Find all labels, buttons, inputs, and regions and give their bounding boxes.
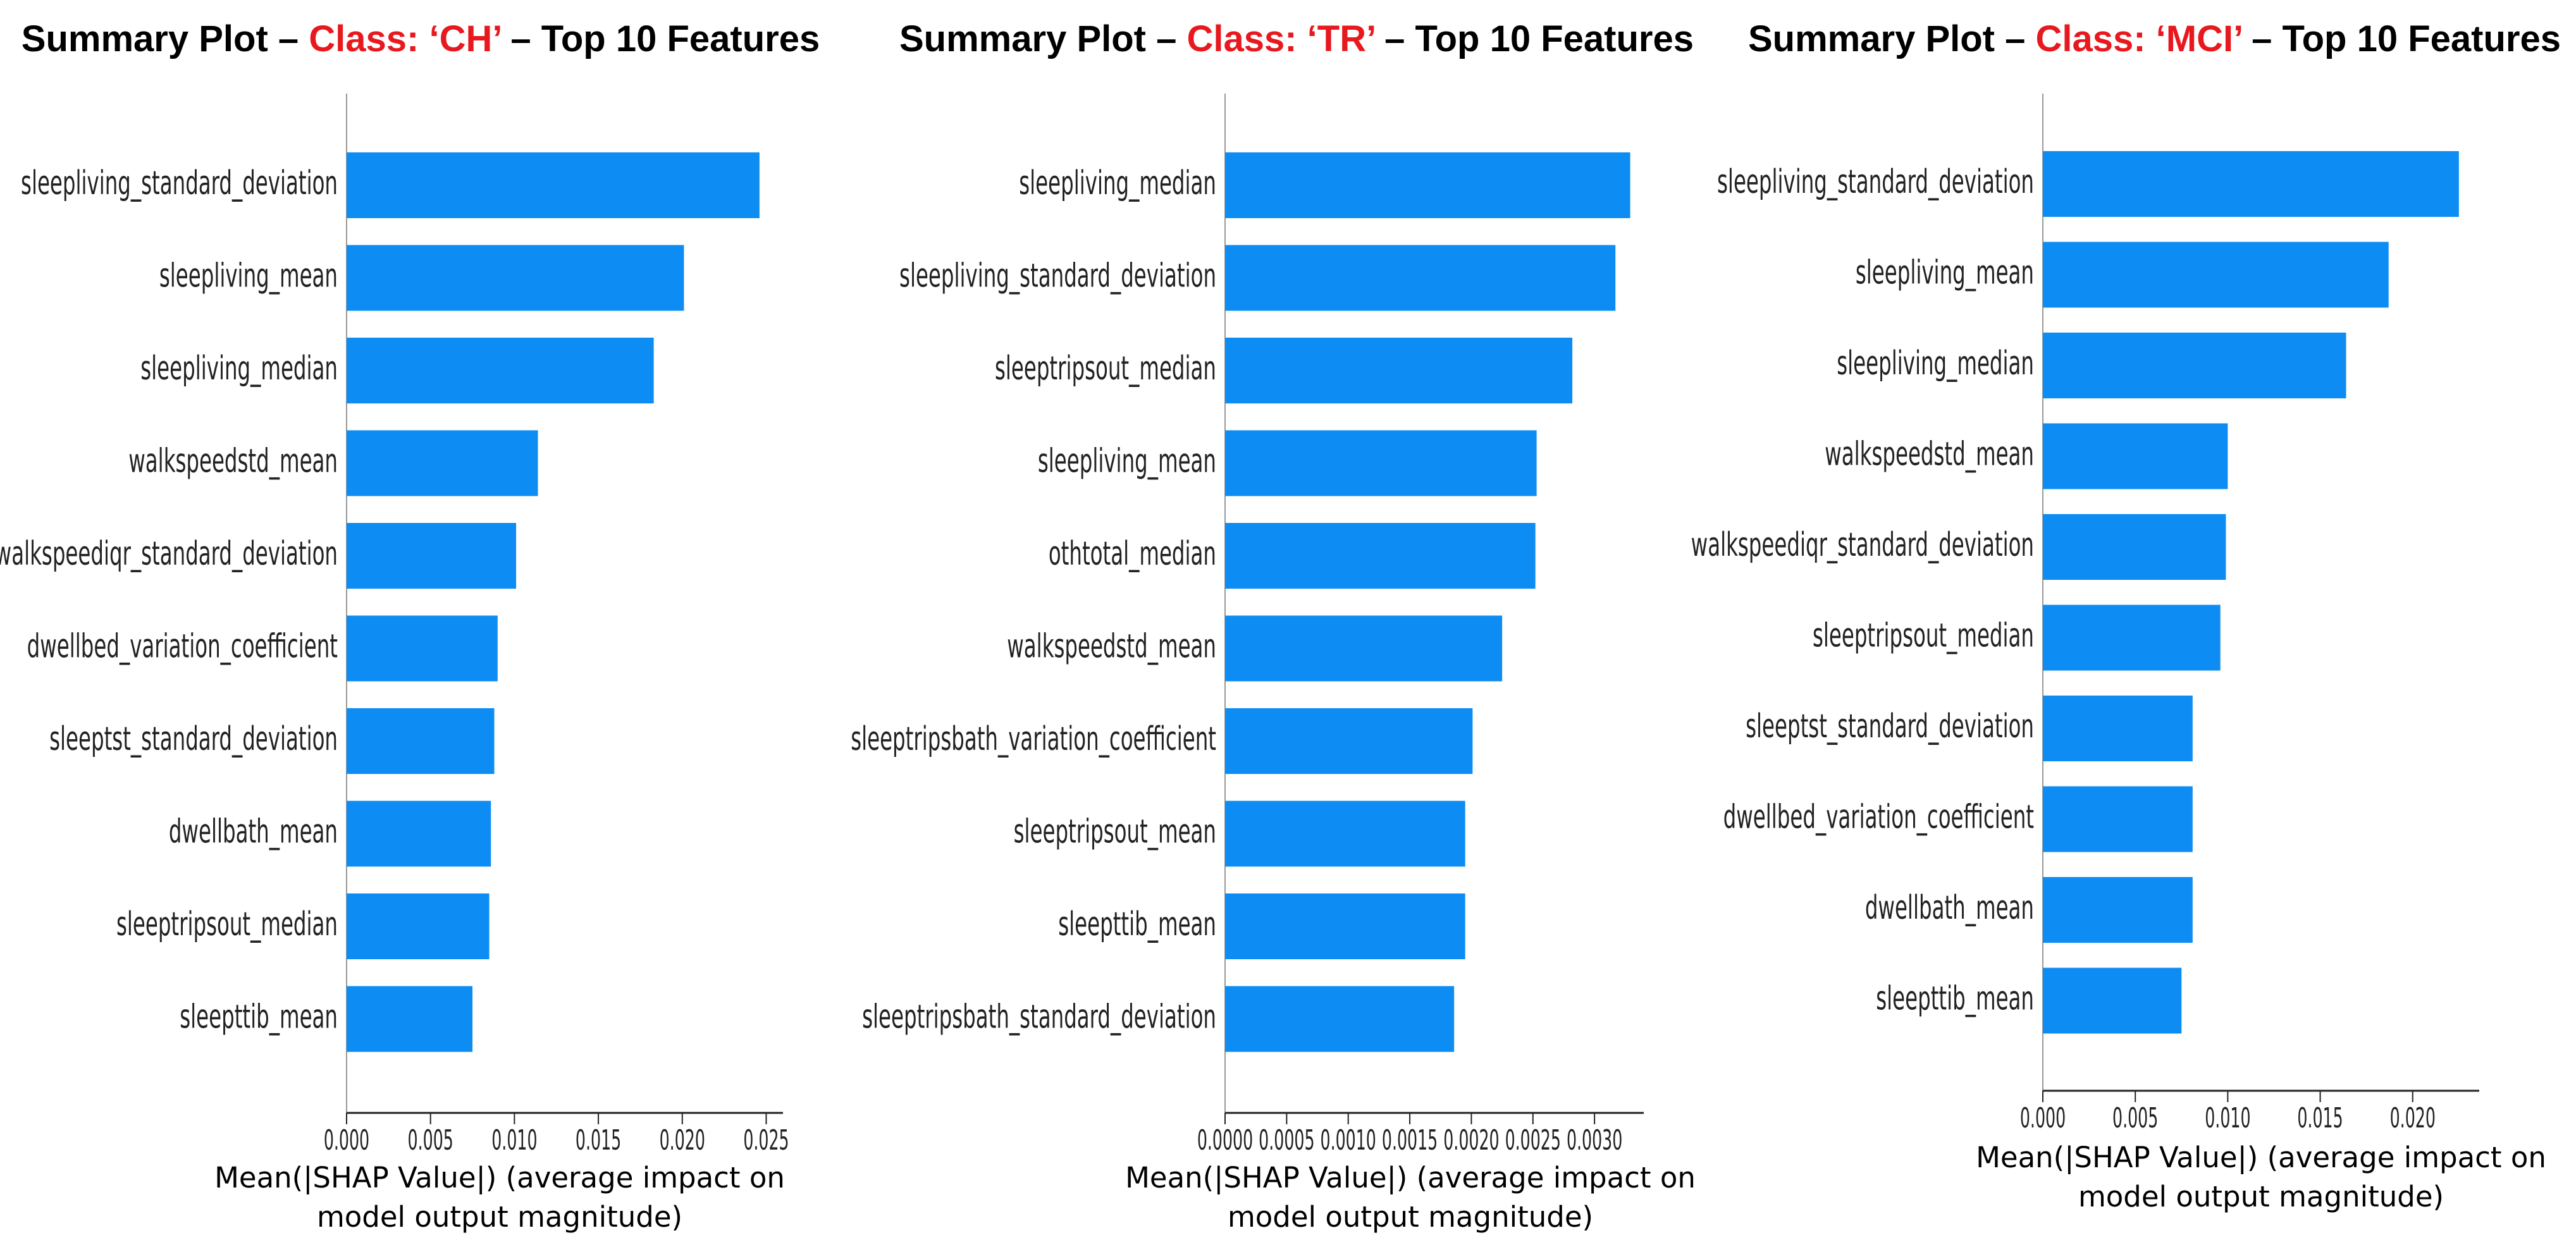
- bar: [347, 338, 654, 403]
- bar: [347, 523, 517, 589]
- bar: [1225, 523, 1536, 589]
- bar: [347, 801, 491, 867]
- bar: [1225, 893, 1465, 959]
- bar: [2043, 786, 2193, 852]
- x-tick-label: 0.005: [408, 1124, 453, 1157]
- x-tick-label: 0.025: [743, 1124, 789, 1157]
- x-axis-label: Mean(|SHAP Value|) (average impact on mo…: [1976, 1141, 2546, 1213]
- category-label: sleepliving_median: [140, 349, 338, 387]
- title-class: Class: ‘CH’: [309, 18, 501, 59]
- category-label: sleepliving_standard_deviation: [899, 257, 1216, 295]
- category-label: sleepttib_mean: [180, 998, 338, 1036]
- title-suffix: – Top 10 Features: [500, 18, 820, 59]
- x-tick-label: 0.0010: [1321, 1124, 1376, 1157]
- category-label: sleeptripsout_median: [995, 349, 1216, 387]
- x-tick-label: 0.0020: [1443, 1124, 1499, 1157]
- x-tick-label: 0.020: [660, 1124, 705, 1157]
- title-suffix: – Top 10 Features: [2241, 18, 2561, 59]
- bar: [347, 708, 495, 774]
- x-tick-label: 0.000: [2020, 1102, 2066, 1134]
- category-label: walkspeediqr_standard_deviation: [1691, 525, 2034, 563]
- title-class: Class: ‘TR’: [1186, 18, 1375, 59]
- category-label: sleepttib_mean: [1876, 979, 2034, 1017]
- bar: [2043, 696, 2193, 761]
- chart-title: Summary Plot – Class: ‘TR’ – Top 10 Feat…: [860, 18, 1733, 60]
- category-label: sleepliving_mean: [1856, 254, 2034, 292]
- chart-panel-tr: Summary Plot – Class: ‘TR’ – Top 10 Feat…: [851, 0, 1733, 1252]
- x-tick-label: 0.010: [2205, 1102, 2250, 1134]
- bar: [347, 893, 490, 959]
- bar: [347, 430, 538, 496]
- bar: [2043, 877, 2193, 943]
- category-label: sleepliving_median: [1019, 164, 1216, 202]
- title-class: Class: ‘MCI’: [2035, 18, 2242, 59]
- category-label: sleepttib_mean: [1058, 905, 1216, 943]
- chart-title: Summary Plot – Class: ‘CH’ – Top 10 Feat…: [0, 18, 841, 60]
- category-label: walkspeedstd_mean: [1825, 435, 2034, 473]
- x-tick-label: 0.0025: [1505, 1124, 1561, 1157]
- bar: [2043, 242, 2389, 308]
- category-label: walkspeedstd_mean: [128, 442, 338, 480]
- x-axis-label: Mean(|SHAP Value|) (average impact on mo…: [214, 1161, 785, 1234]
- x-tick-label: 0.0005: [1259, 1124, 1314, 1157]
- bar: [2043, 605, 2221, 671]
- x-tick-label: 0.0000: [1197, 1124, 1253, 1157]
- category-label: sleepliving_standard_deviation: [21, 164, 338, 202]
- x-tick-label: 0.005: [2112, 1102, 2158, 1134]
- bar: [347, 986, 473, 1052]
- bar-chart-tr: sleepliving_median sleepliving_standard_d…: [851, 94, 1644, 1157]
- x-tick-label: 0.020: [2390, 1102, 2436, 1134]
- bar-chart-mci: sleepliving_standard_deviation sleeplivin…: [1691, 94, 2479, 1134]
- category-label: sleepliving_mean: [159, 257, 338, 295]
- category-label: sleeptripsbath_variation_coefficient: [851, 720, 1216, 758]
- category-label: sleeptripsbath_standard_deviation: [862, 998, 1216, 1036]
- category-label: sleeptripsout_mean: [1014, 813, 1216, 850]
- category-label: dwellbed_variation_coefficient: [27, 627, 338, 665]
- x-tick-label: 0.0030: [1567, 1124, 1622, 1157]
- category-label: dwellbath_mean: [1865, 888, 2034, 926]
- category-label: sleeptripsout_median: [116, 905, 338, 943]
- bar: [2043, 423, 2228, 489]
- x-tick-label: 0.0015: [1382, 1124, 1438, 1157]
- bar: [1225, 152, 1630, 218]
- x-tick-label: 0.015: [576, 1124, 621, 1157]
- title-suffix: – Top 10 Features: [1374, 18, 1694, 59]
- category-label: sleepliving_median: [1837, 344, 2034, 382]
- bar: [347, 245, 684, 311]
- category-label: othtotal_median: [1049, 534, 1216, 572]
- bar: [347, 152, 760, 218]
- bar: [1225, 430, 1537, 496]
- category-label: walkspeedstd_mean: [1007, 627, 1216, 665]
- category-label: dwellbath_mean: [169, 813, 338, 850]
- bar: [1225, 986, 1455, 1052]
- bar-chart-ch: sleepliving_standard_deviation sleeplivin…: [0, 94, 789, 1157]
- bar: [1225, 338, 1573, 403]
- title-prefix: Summary Plot –: [21, 18, 309, 59]
- x-axis-label: Mean(|SHAP Value|) (average impact on mo…: [1125, 1161, 1696, 1234]
- x-tick-label: 0.000: [324, 1124, 369, 1157]
- title-prefix: Summary Plot –: [1747, 18, 2036, 59]
- bar: [2043, 333, 2346, 398]
- x-tick-label: 0.010: [491, 1124, 537, 1157]
- chart-panel-ch: Summary Plot – Class: ‘CH’ – Top 10 Feat…: [0, 0, 841, 1252]
- bar: [1225, 245, 1616, 311]
- chart-title: Summary Plot – Class: ‘MCI’ – Top 10 Fea…: [1733, 18, 2576, 60]
- category-label: dwellbed_variation_coefficient: [1723, 798, 2034, 836]
- category-label: sleeptst_standard_deviation: [1746, 707, 2034, 745]
- bar: [2043, 151, 2459, 217]
- category-label: sleeptst_standard_deviation: [49, 720, 338, 758]
- category-label: walkspeediqr_standard_deviation: [0, 534, 338, 572]
- category-label: sleepliving_mean: [1038, 442, 1216, 480]
- bar: [2043, 514, 2226, 580]
- category-label: sleepliving_standard_deviation: [1717, 163, 2034, 200]
- bar: [1225, 801, 1465, 867]
- title-prefix: Summary Plot –: [899, 18, 1187, 59]
- bar: [2043, 967, 2182, 1034]
- bar: [1225, 708, 1473, 774]
- bar: [347, 615, 498, 682]
- category-label: sleeptripsout_median: [1813, 617, 2034, 654]
- chart-panel-mci: Summary Plot – Class: ‘MCI’ – Top 10 Fea…: [1691, 0, 2576, 1252]
- bar: [1225, 615, 1503, 682]
- x-tick-label: 0.015: [2297, 1102, 2343, 1134]
